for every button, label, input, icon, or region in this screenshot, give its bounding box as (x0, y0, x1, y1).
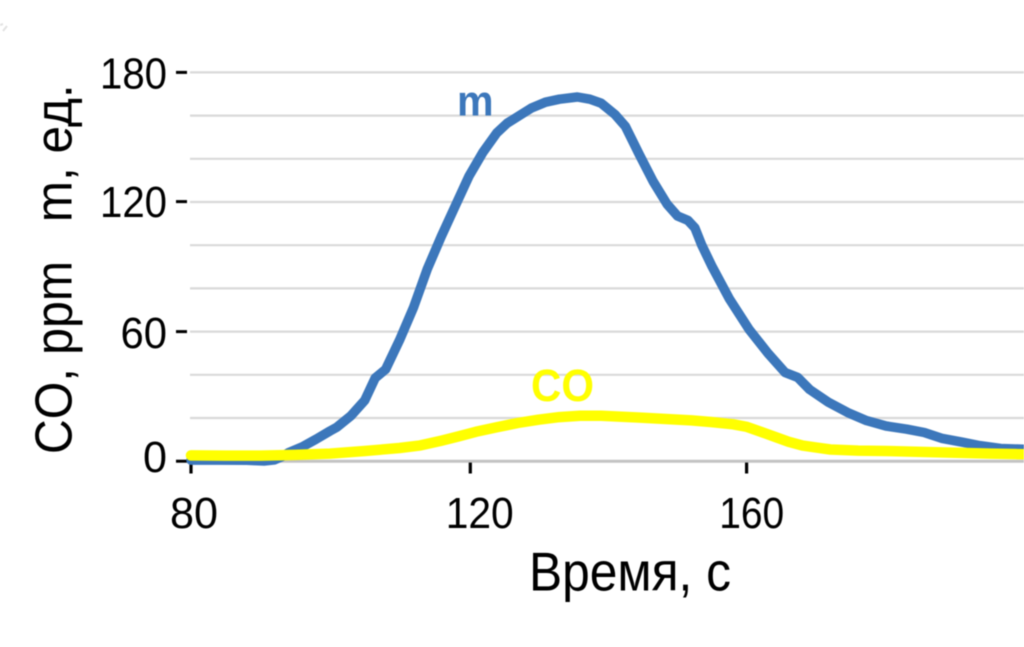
svg-text:120: 120 (446, 489, 514, 538)
svg-text:0: 0 (143, 433, 167, 482)
svg-text:60: 60 (121, 309, 168, 358)
svg-text:m: m (457, 79, 494, 126)
svg-text:CO, ppm: CO, ppm (26, 261, 84, 454)
svg-text:80: 80 (170, 489, 218, 538)
svg-text:180: 180 (100, 50, 167, 99)
svg-text:120: 120 (100, 178, 167, 227)
svg-text:m, ед.: m, ед. (26, 84, 84, 222)
svg-text:160: 160 (719, 489, 784, 538)
svg-text:Время, с: Время, с (529, 541, 731, 602)
svg-text:CO: CO (531, 360, 594, 411)
